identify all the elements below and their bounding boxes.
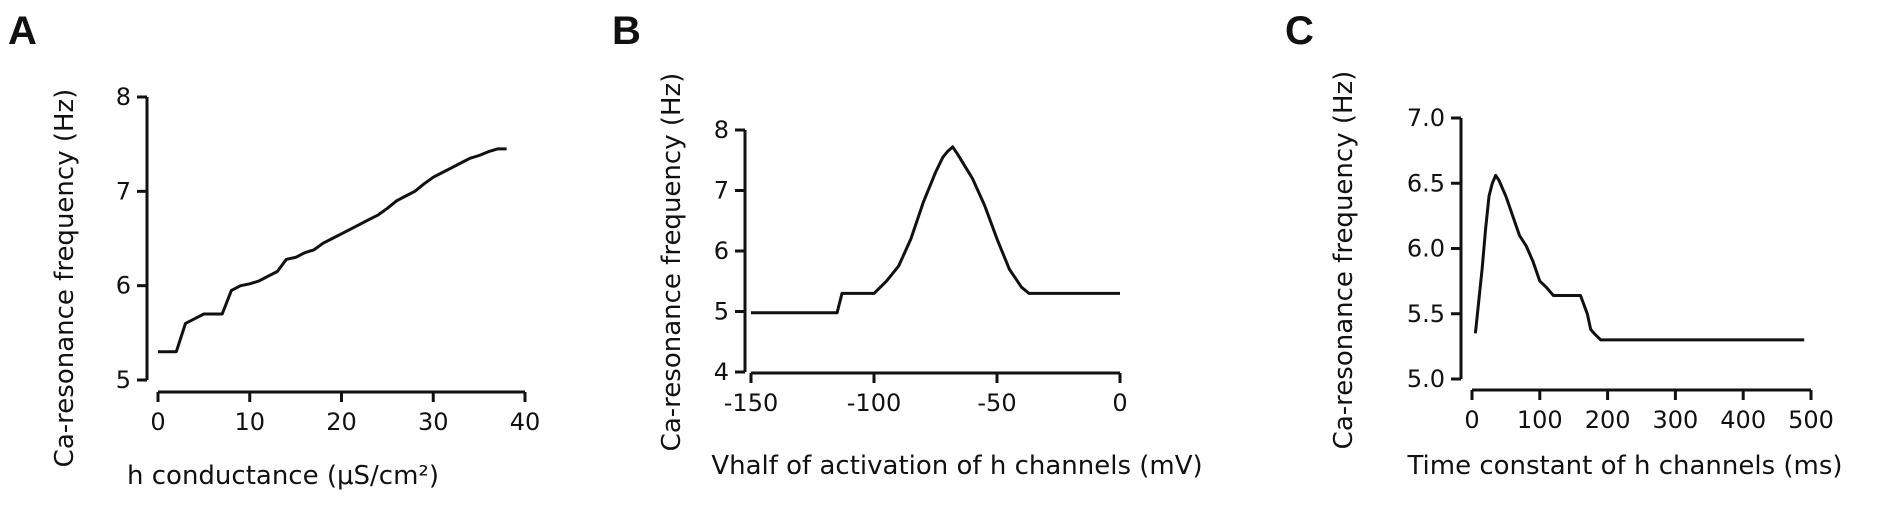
panel-c-x-tick-label: 300 bbox=[1652, 406, 1698, 434]
panel-c-x-tick-label: 400 bbox=[1720, 406, 1766, 434]
panel-a-x-tick-label: 40 bbox=[510, 408, 541, 436]
panel-a-y-tick-label: 5 bbox=[116, 366, 131, 394]
panel-c-y-tick-label: 5.5 bbox=[1407, 300, 1445, 328]
panel-a-x-tick-label: 0 bbox=[150, 408, 165, 436]
panel-b-y-tick-label: 5 bbox=[714, 298, 729, 326]
panel-a-x-tick-label: 10 bbox=[234, 408, 265, 436]
panel-b-x-tick-label: -150 bbox=[724, 389, 778, 417]
panel-a-letter: A bbox=[8, 9, 37, 53]
panel-c-x-tick-label: 200 bbox=[1585, 406, 1631, 434]
panel-a-series-line bbox=[158, 147, 507, 354]
panel-c-x-tick-label: 500 bbox=[1788, 406, 1834, 434]
panel-a-y-tick-label: 8 bbox=[116, 83, 131, 111]
panel-c-letter: C bbox=[1285, 9, 1314, 53]
panel-c-y-tick-label: 5.0 bbox=[1407, 365, 1445, 393]
panel-b-letter: B bbox=[612, 9, 641, 53]
panel-c-x-tick-label: 100 bbox=[1517, 406, 1563, 434]
panel-b-series-line bbox=[751, 145, 1120, 315]
panel-b-x-tick-label: -100 bbox=[847, 389, 901, 417]
panel-b-x-tick-label: 0 bbox=[1112, 389, 1127, 417]
panel-c-y-tick-label: 7.0 bbox=[1407, 104, 1445, 132]
panel-c-plot: 0 100 200 300 400 500 5.0 5.5 6.0 6.5 7.0 bbox=[1407, 104, 1834, 434]
panel-a-plot: 0 10 20 30 40 5 6 7 8 bbox=[116, 83, 541, 436]
panel-b-y-tick-label: 4 bbox=[714, 358, 729, 386]
panel-a-y-tick-label: 7 bbox=[116, 177, 131, 205]
panel-b-y-tick-label: 7 bbox=[714, 177, 729, 205]
panel-c-y-tick-label: 6.0 bbox=[1407, 235, 1445, 263]
panel-a: A 0 10 20 30 40 5 6 7 8 h conductance (μS/cm²) C… bbox=[8, 9, 540, 491]
panel-b-plot: -150 -100 -50 0 4 5 6 7 8 bbox=[714, 116, 1128, 417]
panel-b-ylabel: Ca-resonance frequency (Hz) bbox=[657, 73, 687, 452]
panel-b-y-tick-label: 6 bbox=[714, 237, 729, 265]
panel-c-xlabel: Time constant of h channels (ms) bbox=[1406, 451, 1842, 481]
panel-b-y-tick-label: 8 bbox=[714, 116, 729, 144]
panel-a-xlabel: h conductance (μS/cm²) bbox=[127, 461, 439, 491]
panel-c-x-tick-label: 0 bbox=[1464, 406, 1479, 434]
panel-c: C 0 100 200 300 400 500 5.0 5.5 6.0 6.5 7.0 Time c… bbox=[1285, 9, 1843, 481]
panel-b-xlabel: Vhalf of activation of h channels (mV) bbox=[711, 451, 1202, 481]
panel-a-ylabel: Ca-resonance frequency (Hz) bbox=[50, 89, 80, 468]
panel-c-series-line bbox=[1473, 173, 1805, 342]
panel-c-y-tick-label: 6.5 bbox=[1407, 169, 1445, 197]
panel-a-x-tick-label: 20 bbox=[326, 408, 357, 436]
panel-b-x-tick-label: -50 bbox=[977, 389, 1016, 417]
panel-a-y-tick-label: 6 bbox=[116, 272, 131, 300]
panel-c-ylabel: Ca-resonance frequency (Hz) bbox=[1329, 71, 1359, 450]
panel-b: B -150 -100 -50 0 4 5 6 7 8 Vhalf of activation … bbox=[612, 9, 1203, 481]
panel-a-x-tick-label: 30 bbox=[418, 408, 449, 436]
